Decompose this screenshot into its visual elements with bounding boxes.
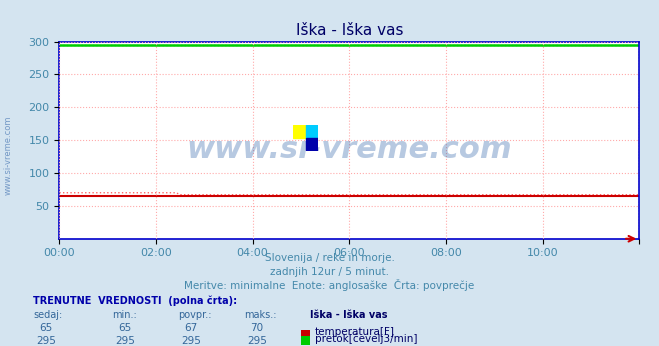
Text: 67: 67 <box>185 324 198 334</box>
Bar <box>306 125 318 138</box>
Text: 65: 65 <box>40 324 53 334</box>
Text: maks.:: maks.: <box>244 310 276 320</box>
Bar <box>293 125 306 138</box>
Text: www.si-vreme.com: www.si-vreme.com <box>3 116 13 195</box>
Text: 70: 70 <box>250 324 264 334</box>
Text: TRENUTNE  VREDNOSTI  (polna črta):: TRENUTNE VREDNOSTI (polna črta): <box>33 296 237 307</box>
Title: Iška - Iška vas: Iška - Iška vas <box>295 22 403 38</box>
Text: povpr.:: povpr.: <box>178 310 212 320</box>
Text: 295: 295 <box>36 336 56 346</box>
Text: www.si-vreme.com: www.si-vreme.com <box>186 136 512 164</box>
Text: Meritve: minimalne  Enote: anglosaške  Črta: povprečje: Meritve: minimalne Enote: anglosaške Črt… <box>185 279 474 291</box>
Text: 295: 295 <box>181 336 201 346</box>
Text: 295: 295 <box>115 336 135 346</box>
Text: 65: 65 <box>119 324 132 334</box>
Text: zadnjih 12ur / 5 minut.: zadnjih 12ur / 5 minut. <box>270 267 389 277</box>
Text: Iška - Iška vas: Iška - Iška vas <box>310 310 387 320</box>
Text: sedaj:: sedaj: <box>33 310 62 320</box>
Text: 295: 295 <box>247 336 267 346</box>
Text: Slovenija / reke in morje.: Slovenija / reke in morje. <box>264 253 395 263</box>
Text: min.:: min.: <box>112 310 137 320</box>
Bar <box>306 138 318 151</box>
Text: pretok[čevelj3/min]: pretok[čevelj3/min] <box>315 333 418 344</box>
Text: temperatura[F]: temperatura[F] <box>315 327 395 337</box>
